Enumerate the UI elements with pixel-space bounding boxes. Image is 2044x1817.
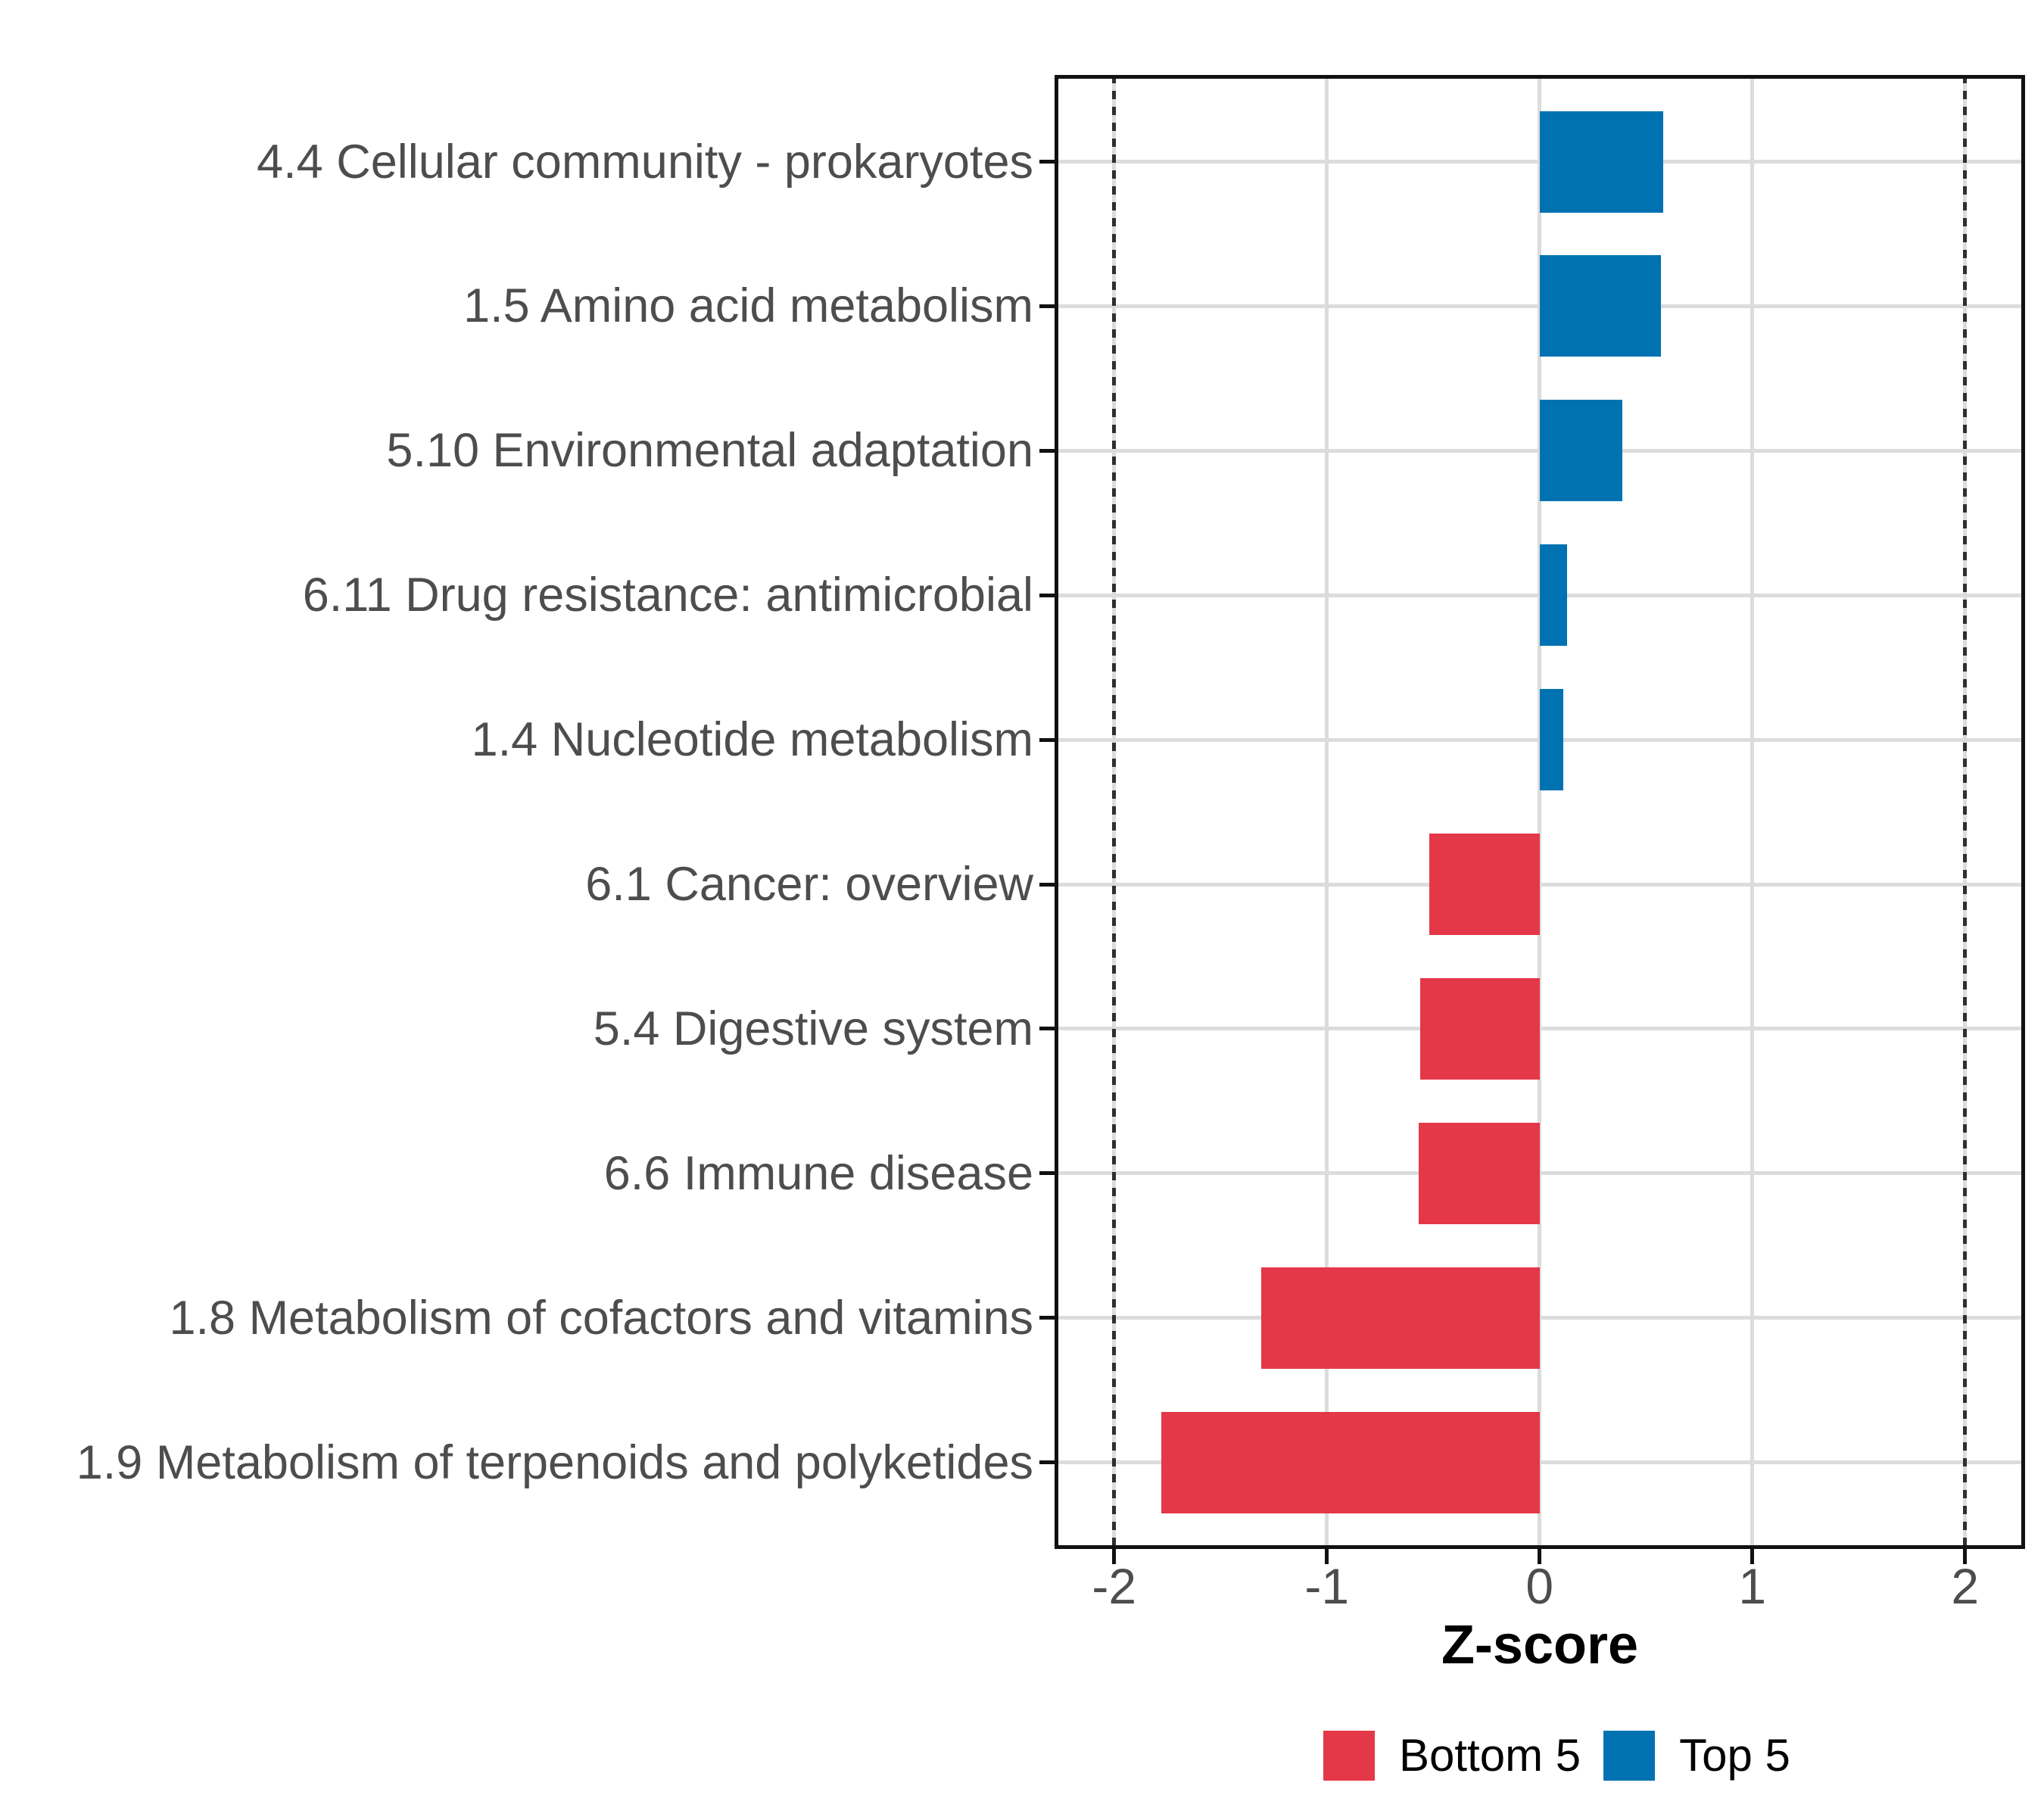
- y-axis-tick: [1039, 1316, 1055, 1320]
- bar-bottom: [1260, 1267, 1540, 1369]
- category-label: 6.11 Drug resistance: antimicrobial: [302, 569, 1033, 622]
- vertical-gridline: [1750, 75, 1755, 1549]
- y-axis-tick: [1039, 593, 1055, 597]
- x-axis-tick: [1112, 1549, 1117, 1564]
- category-label: 5.10 Environmental adaptation: [386, 424, 1033, 478]
- x-tick-label: 2: [1951, 1558, 1980, 1614]
- legend-label-top5: Top 5: [1679, 1730, 1790, 1781]
- bar-top: [1539, 400, 1623, 502]
- bar-top: [1539, 544, 1568, 647]
- bar-top: [1539, 255, 1661, 357]
- category-label: 1.5 Amino acid metabolism: [463, 279, 1033, 333]
- y-axis-tick: [1039, 882, 1055, 887]
- y-axis-tick: [1039, 1460, 1055, 1465]
- bar-bottom: [1161, 1411, 1540, 1513]
- y-axis-tick: [1039, 448, 1055, 453]
- y-axis-tick: [1039, 304, 1055, 308]
- x-axis-title: Z-score: [1441, 1615, 1639, 1675]
- category-label: 4.4 Cellular community - prokaryotes: [257, 135, 1033, 189]
- x-tick-label: -2: [1092, 1558, 1137, 1614]
- y-axis-tick: [1039, 1027, 1055, 1031]
- dashed-reference-line: [1963, 75, 1968, 1549]
- legend-label-bottom5: Bottom 5: [1399, 1730, 1581, 1781]
- dashed-reference-line: [1112, 75, 1117, 1549]
- x-tick-label: 0: [1525, 1558, 1554, 1614]
- bar-top: [1539, 689, 1563, 791]
- legend-swatch-bottom5: [1323, 1731, 1375, 1781]
- legend-item-bottom5: Bottom 5: [1323, 1731, 1581, 1781]
- x-tick-label: 1: [1738, 1558, 1767, 1614]
- y-axis-tick: [1039, 1171, 1055, 1176]
- bar-bottom: [1429, 834, 1540, 935]
- legend-swatch-top5: [1603, 1731, 1656, 1781]
- x-axis-tick: [1963, 1549, 1968, 1564]
- x-axis-tick: [1750, 1549, 1755, 1564]
- category-label: 1.8 Metabolism of cofactors and vitamins: [169, 1291, 1033, 1345]
- bar-top: [1539, 111, 1663, 213]
- legend: Bottom 5 Top 5: [1323, 1728, 1790, 1783]
- vertical-gridline: [1538, 75, 1542, 1549]
- category-label: 5.4 Digestive system: [593, 1002, 1033, 1055]
- x-axis-tick: [1538, 1549, 1542, 1564]
- category-label: 1.4 Nucleotide metabolism: [471, 713, 1033, 767]
- category-label: 6.1 Cancer: overview: [585, 858, 1033, 911]
- x-tick-label: -1: [1304, 1558, 1350, 1614]
- y-axis-tick: [1039, 160, 1055, 164]
- legend-item-top5: Top 5: [1603, 1731, 1790, 1781]
- x-axis-tick: [1325, 1549, 1329, 1564]
- category-label: 6.6 Immune disease: [603, 1146, 1033, 1200]
- bar-bottom: [1418, 1122, 1540, 1224]
- category-label: 1.9 Metabolism of terpenoids and polyket…: [76, 1435, 1033, 1489]
- y-axis-tick: [1039, 737, 1055, 742]
- bar-bottom: [1420, 977, 1540, 1080]
- vertical-gridline: [1325, 75, 1329, 1549]
